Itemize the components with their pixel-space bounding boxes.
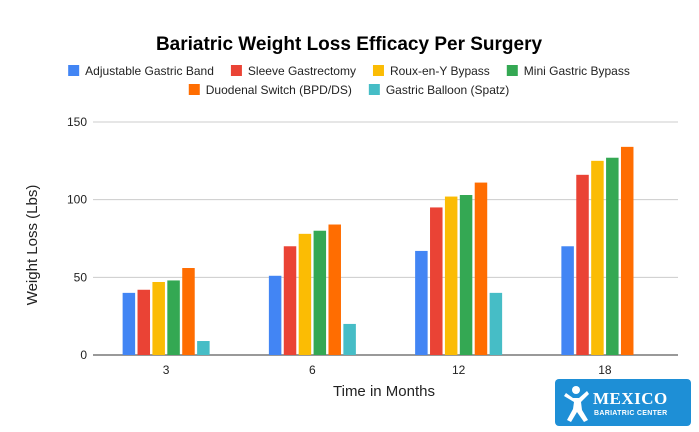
bar-sleeve-gastrectomy-6 xyxy=(283,246,297,355)
legend-swatch xyxy=(230,65,242,76)
bars xyxy=(122,146,634,355)
bar-duodenal-switch-bpd-ds-3 xyxy=(182,268,195,355)
logo-subtitle: BARIATRIC CENTER xyxy=(594,410,668,417)
legend-swatch xyxy=(506,65,518,76)
bar-duodenal-switch-bpd-ds-12 xyxy=(474,182,488,355)
bar-roux-en-y-bypass-18 xyxy=(591,160,604,355)
x-tick-label: 6 xyxy=(309,363,316,377)
person-figure-icon xyxy=(564,386,589,422)
legend-label: Roux-en-Y Bypass xyxy=(390,64,490,78)
bar-sleeve-gastrectomy-3 xyxy=(137,289,151,355)
bar-sleeve-gastrectomy-12 xyxy=(430,207,443,355)
legend-label: Adjustable Gastric Band xyxy=(85,64,214,78)
y-tick-label: 50 xyxy=(74,270,88,284)
bar-adjustable-gastric-band-3 xyxy=(122,292,136,355)
legend-label: Duodenal Switch (BPD/DS) xyxy=(206,83,352,97)
bar-adjustable-gastric-band-6 xyxy=(268,275,282,355)
legend-swatch xyxy=(372,65,384,76)
bar-sleeve-gastrectomy-18 xyxy=(576,174,589,355)
legend: Adjustable Gastric Band Sleeve Gastrectom… xyxy=(68,64,630,97)
x-tick-label: 3 xyxy=(163,363,170,377)
legend-label: Gastric Balloon (Spatz) xyxy=(386,83,509,97)
legend-label: Sleeve Gastrectomy xyxy=(248,64,356,78)
bar-mini-gastric-bypass-18 xyxy=(606,157,619,355)
legend-swatch xyxy=(188,84,200,95)
bar-duodenal-switch-bpd-ds-18 xyxy=(620,146,634,355)
bar-roux-en-y-bypass-6 xyxy=(298,233,312,355)
y-axis-ticks: 0 50 100 150 xyxy=(67,115,87,362)
chart-title: Bariatric Weight Loss Efficacy Per Surge… xyxy=(156,34,543,55)
x-axis-ticks: 3 6 12 18 xyxy=(163,363,612,377)
logo: MEXICO BARIATRIC CENTER xyxy=(555,379,691,426)
bar-gastric-balloon-spatz-6 xyxy=(343,323,356,355)
y-axis-title: Weight Loss (Lbs) xyxy=(24,185,41,306)
bar-roux-en-y-bypass-12 xyxy=(444,196,458,355)
logo-name: MEXICO xyxy=(593,389,668,408)
x-tick-label: 18 xyxy=(598,363,612,377)
y-tick-label: 150 xyxy=(67,115,87,129)
gridlines xyxy=(93,121,678,356)
bar-mini-gastric-bypass-3 xyxy=(167,280,180,355)
legend-swatch xyxy=(368,84,380,95)
y-tick-label: 100 xyxy=(67,193,87,207)
bar-adjustable-gastric-band-18 xyxy=(561,246,574,355)
legend-label: Mini Gastric Bypass xyxy=(524,64,630,78)
x-axis-title: Time in Months xyxy=(333,383,435,400)
y-tick-label: 0 xyxy=(80,348,87,362)
bar-adjustable-gastric-band-12 xyxy=(415,250,428,355)
x-tick-label: 12 xyxy=(452,363,466,377)
bar-gastric-balloon-spatz-12 xyxy=(489,292,503,355)
logo-background xyxy=(555,379,691,426)
bar-mini-gastric-bypass-6 xyxy=(313,230,327,355)
bar-roux-en-y-bypass-3 xyxy=(152,281,165,355)
bar-mini-gastric-bypass-12 xyxy=(459,195,473,355)
bar-duodenal-switch-bpd-ds-6 xyxy=(328,224,341,355)
bar-gastric-balloon-spatz-3 xyxy=(197,341,210,355)
legend-swatch xyxy=(68,65,80,76)
